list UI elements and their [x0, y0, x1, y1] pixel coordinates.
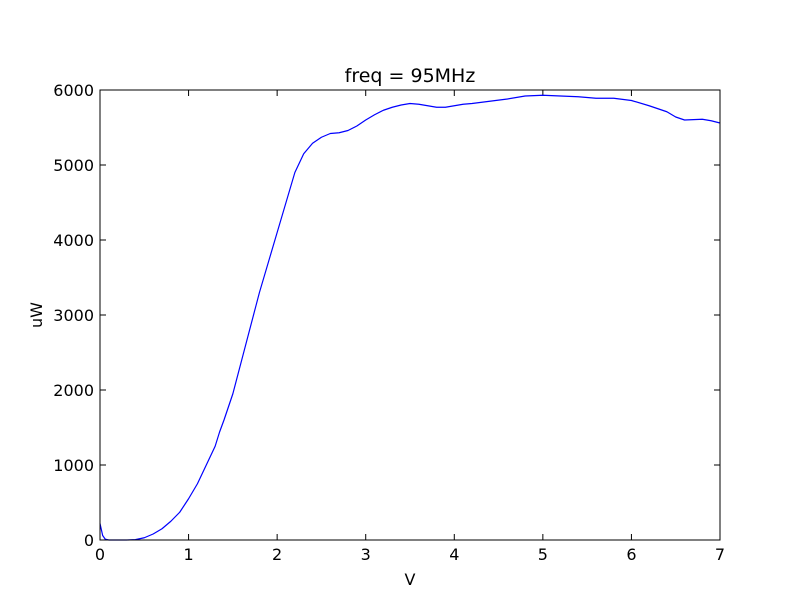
x-tick-label: 7 — [715, 545, 725, 564]
y-tick-label: 2000 — [53, 381, 94, 400]
x-tick-label: 0 — [95, 545, 105, 564]
x-tick-label: 4 — [449, 545, 459, 564]
y-axis-label: uW — [27, 302, 46, 328]
y-tick-label: 6000 — [53, 81, 94, 100]
plot-frame — [99, 89, 721, 541]
y-tick-label: 1000 — [53, 456, 94, 475]
x-tick-label: 5 — [538, 545, 548, 564]
x-tick-label: 2 — [272, 545, 282, 564]
x-tick-label: 1 — [183, 545, 193, 564]
y-tick-label: 5000 — [53, 156, 94, 175]
x-tick-label: 3 — [361, 545, 371, 564]
chart-title: freq = 95MHz — [345, 65, 476, 87]
x-tick-label: 6 — [626, 545, 636, 564]
series-line — [99, 94, 721, 541]
y-tick-label: 3000 — [53, 306, 94, 325]
y-tick-label: 0 — [84, 531, 94, 550]
series-group — [99, 94, 721, 541]
x-axis-label: V — [405, 570, 416, 589]
y-tick-label: 4000 — [53, 231, 94, 250]
plot-area — [100, 90, 720, 540]
